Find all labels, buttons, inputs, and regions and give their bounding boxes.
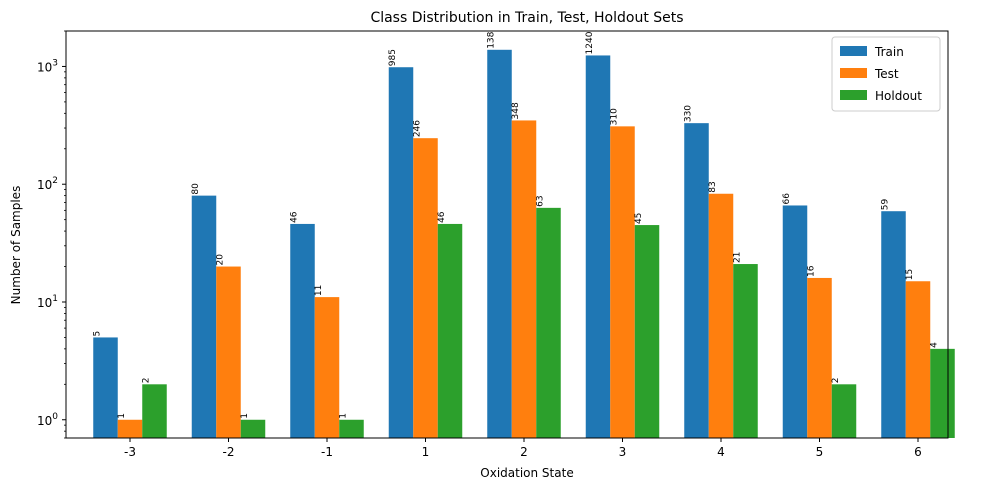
x-axis-label: Oxidation State [480, 466, 573, 480]
bar [413, 138, 438, 438]
bar [487, 49, 512, 439]
bar [314, 297, 340, 438]
plot-frame [65, 30, 949, 439]
bar [536, 207, 561, 438]
bar [684, 123, 709, 438]
y-tick-label: 101 [37, 294, 58, 310]
y-tick-label: 102 [37, 176, 58, 192]
bar-value-label: 348 [511, 102, 521, 119]
bar [610, 126, 635, 438]
bar-value-label: 80 [191, 183, 201, 195]
bar-value-label: 1 [117, 413, 127, 419]
bar [708, 193, 734, 438]
bar [290, 223, 315, 438]
x-tick-label: 6 [914, 445, 922, 459]
bar [634, 225, 660, 438]
bar-value-label: 5 [93, 331, 103, 337]
legend-label: Holdout [875, 89, 922, 103]
x-tick-label: 4 [717, 445, 725, 459]
bar [437, 223, 463, 438]
bar [240, 419, 266, 438]
bar-value-label: 11 [314, 285, 324, 296]
bar [93, 337, 118, 438]
bar-value-label: 2 [142, 378, 152, 384]
bar-value-label: 138 [487, 31, 497, 48]
x-tick-label: -1 [321, 445, 333, 459]
bar [585, 55, 611, 439]
bar-value-label: 4 [930, 342, 940, 348]
bar-value-label: 2 [831, 378, 841, 384]
x-tick-label: 2 [520, 445, 528, 459]
bar-value-label: 1240 [585, 31, 595, 54]
bar [930, 348, 955, 438]
bar [733, 264, 758, 438]
bar-value-label: 46 [437, 211, 447, 223]
bar-value-label: 330 [684, 105, 694, 122]
bar-value-label: 45 [634, 213, 644, 224]
x-tick-label: 3 [619, 445, 627, 459]
x-tick-label: -3 [124, 445, 136, 459]
bar-value-label: 46 [290, 211, 300, 223]
bar-value-label: 63 [536, 195, 546, 206]
bar [339, 419, 364, 438]
bar-value-label: 21 [733, 252, 743, 263]
x-tick-label: 5 [816, 445, 824, 459]
bar [905, 281, 931, 438]
y-axis-label: Number of Samples [9, 186, 23, 305]
bar [191, 195, 217, 438]
bar [831, 384, 857, 438]
bar-value-label: 66 [782, 193, 792, 205]
bar-value-label: 985 [388, 49, 398, 66]
legend-swatch [840, 68, 867, 78]
bar-value-label: 59 [881, 198, 891, 210]
bar-value-label: 15 [905, 269, 915, 280]
legend-swatch [840, 90, 867, 100]
legend-swatch [840, 46, 867, 56]
bar-value-label: 246 [413, 120, 423, 137]
bar [511, 120, 537, 438]
y-tick-label: 103 [37, 58, 58, 74]
bar-value-label: 16 [807, 265, 817, 277]
chart-title: Class Distribution in Train, Test, Holdo… [370, 10, 683, 26]
bar-value-label: 1 [339, 413, 349, 419]
legend-label: Test [874, 67, 899, 81]
bar [881, 211, 906, 438]
x-tick-label: -2 [223, 445, 235, 459]
bar-value-label: 310 [610, 108, 620, 125]
x-tick-label: 1 [422, 445, 430, 459]
legend-label: Train [874, 45, 904, 59]
bar [807, 277, 832, 438]
y-tick-label: 100 [37, 412, 58, 428]
bar [117, 419, 143, 438]
bar [388, 67, 414, 439]
bar [142, 384, 167, 438]
bar [782, 205, 808, 438]
bar-value-label: 83 [708, 181, 718, 192]
bar-value-label: 1 [240, 413, 250, 419]
bar-value-label: 20 [216, 254, 226, 266]
bar [216, 266, 241, 438]
